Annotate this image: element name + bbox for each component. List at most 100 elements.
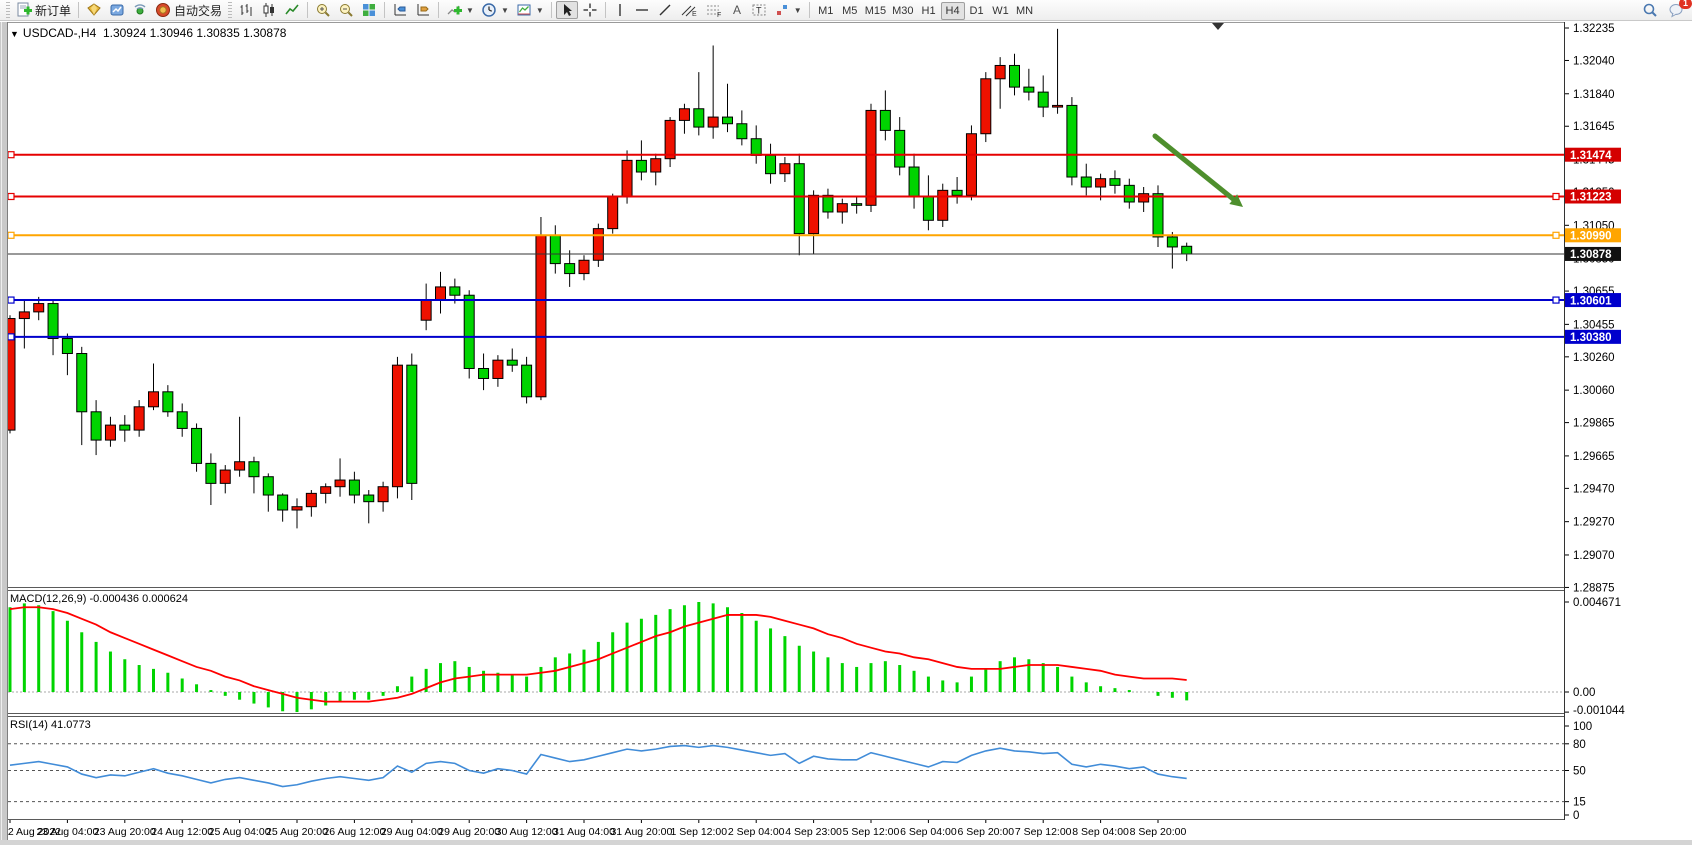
svg-text:A: A [733,3,741,17]
svg-text:1.32235: 1.32235 [1573,23,1615,35]
level-line-1.31474[interactable]: 1.31474 [7,147,1621,162]
crosshair-tool-button[interactable] [579,1,601,19]
separator [384,2,386,18]
svg-text:1.30060: 1.30060 [1573,385,1615,397]
zoom-in-icon [315,2,331,18]
trend-arrow-annotation[interactable] [1152,133,1243,207]
text-label-tool-button[interactable]: T [748,1,770,19]
macd-signal-line [9,606,1187,703]
trendline-tool-button[interactable] [654,1,676,19]
line-handle[interactable] [1552,231,1560,239]
zoom-out-icon [338,2,354,18]
svg-text:5 Sep 12:00: 5 Sep 12:00 [843,826,900,838]
timeframe-h1-button[interactable]: H1 [917,2,941,20]
zoom-in-button[interactable] [312,1,334,19]
timeframe-m1-button[interactable]: M1 [814,2,838,20]
text-tool-button[interactable]: A [727,1,747,19]
svg-text:29 Aug 04:00: 29 Aug 04:00 [381,826,443,838]
symbol-period: USDCAD-,H4 [22,26,97,40]
svg-text:1.30878: 1.30878 [1570,249,1612,261]
svg-text:1.29470: 1.29470 [1573,483,1615,495]
svg-text:F: F [717,12,721,18]
line-handle[interactable] [7,333,15,341]
channel-tool-button[interactable]: E [677,1,701,19]
arrows-tool-button[interactable]: ▼ [771,1,805,19]
svg-text:22 Aug 2022: 22 Aug 2022 [2,826,61,838]
level-line-1.30990[interactable]: 1.30990 [7,228,1621,242]
timeframe-mn-button[interactable]: MN [1013,2,1037,20]
timeframe-w1-button[interactable]: W1 [989,2,1013,20]
line-handle[interactable] [1552,192,1560,201]
level-line-1.30601[interactable]: 1.30601 [7,293,1621,308]
svg-text:1 Sep 12:00: 1 Sep 12:00 [670,826,727,838]
level-line-1.30380[interactable]: 1.30380 [7,329,1621,344]
templates-button[interactable]: ▼ [513,1,547,19]
main-toolbar: 新订单 自动交易 ▼ ▼ ▼ E F A T ▼ [0,0,1692,21]
macd-indicator-label: MACD(12,26,9) -0.000436 0.000624 [10,593,188,605]
collapse-triangle-icon[interactable]: ▼ [10,29,19,39]
candlestick-mode-button[interactable] [258,1,280,19]
search-button[interactable] [1639,1,1661,19]
line-handle[interactable] [7,192,15,201]
line-handle[interactable] [7,151,15,159]
toolbar-grip[interactable] [6,2,10,18]
svg-text:0: 0 [1573,810,1579,822]
chart-shift-button[interactable] [389,1,411,19]
chevron-down-icon: ▼ [793,5,802,15]
line-handle[interactable] [7,296,15,304]
bar-chart-mode-button[interactable] [235,1,257,19]
line-chart-mode-button[interactable] [281,1,303,19]
vertical-line-tool-button[interactable] [610,1,630,19]
price-badge [1565,293,1621,308]
svg-text:25 Aug 20:00: 25 Aug 20:00 [266,826,328,838]
chart-area[interactable]: 1.322351.320401.318401.316451.314451.312… [0,22,1692,845]
svg-text:-0.001044: -0.001044 [1573,705,1625,717]
notification-badge: 1 [1679,0,1692,9]
chart-shift-marker[interactable] [1212,23,1224,30]
timeframe-h4-button[interactable]: H4 [940,1,965,20]
chevron-down-icon: ▼ [500,5,509,15]
fibonacci-tool-button[interactable]: F [702,1,726,19]
svg-text:1.31223: 1.31223 [1570,192,1612,204]
horizontal-line-icon [634,2,650,18]
chevron-down-icon: ▼ [466,5,474,15]
svg-text:1.28875: 1.28875 [1573,582,1615,594]
notifications-button[interactable]: 1 [1665,0,1692,19]
market-watch-button[interactable] [83,1,105,19]
zoom-out-button[interactable] [335,1,357,19]
crosshair-icon [582,2,598,18]
svg-text:1.29270: 1.29270 [1573,517,1615,529]
timeframe-m5-button[interactable]: M5 [838,2,862,20]
toolbar-grip[interactable] [228,2,233,18]
svg-text:1.29070: 1.29070 [1573,550,1615,562]
separator [78,2,80,18]
line-handle[interactable] [1552,296,1560,304]
search-icon [1642,2,1658,18]
timeframe-m30-button[interactable]: M30 [889,2,916,20]
cursor-tool-button[interactable] [555,1,578,19]
svg-text:2 Sep 04:00: 2 Sep 04:00 [728,826,785,838]
svg-text:8 Sep 20:00: 8 Sep 20:00 [1130,826,1187,838]
horizontal-line-tool-button[interactable] [631,1,653,19]
chart-canvas[interactable]: 1.322351.320401.318401.316451.314451.312… [0,22,1692,845]
svg-text:30 Aug 12:00: 30 Aug 12:00 [496,826,558,838]
auto-scroll-button[interactable] [412,1,434,19]
tile-windows-button[interactable] [358,1,380,19]
indicators-button[interactable]: ▼ [443,1,477,19]
level-line-1.31223[interactable]: 1.31223 [7,189,1621,204]
svg-text:E: E [692,11,697,18]
svg-text:80: 80 [1573,739,1586,751]
periods-button[interactable]: ▼ [478,1,512,19]
svg-text:26 Aug 12:00: 26 Aug 12:00 [323,826,385,838]
fibonacci-icon: F [705,2,723,18]
navigator-button[interactable] [106,1,128,19]
timeframe-d1-button[interactable]: D1 [965,2,989,20]
auto-trading-button[interactable]: 自动交易 [152,1,225,19]
cursor-icon [559,2,575,18]
candlestick-series [4,28,1193,529]
timeframe-m15-button[interactable]: M15 [862,2,889,20]
svg-text:15: 15 [1573,797,1586,809]
line-handle[interactable] [7,231,15,239]
signals-button[interactable] [129,1,151,19]
new-order-button[interactable]: 新订单 [13,1,74,19]
